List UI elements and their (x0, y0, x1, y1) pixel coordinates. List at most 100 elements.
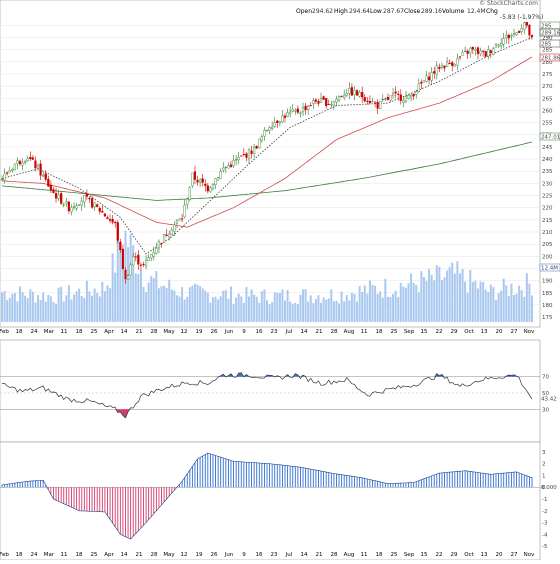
close-label: Close (404, 8, 421, 15)
candle-body (217, 178, 219, 181)
volume-bar (60, 287, 62, 322)
volume-bar (328, 299, 330, 322)
date-tick-label: May (163, 329, 175, 335)
candle-body (125, 270, 127, 279)
volume-bar (444, 277, 446, 322)
candle-body (209, 188, 211, 192)
candle-body (197, 180, 199, 182)
macd-tick-label: 1 (542, 473, 546, 479)
volume-bar (263, 289, 265, 322)
volume-bar (27, 298, 29, 322)
volume-bar (130, 234, 132, 322)
volume-bar (215, 297, 217, 322)
candle-body (4, 174, 6, 180)
date-tick-label: 11 (361, 329, 368, 335)
volume-bar (451, 263, 453, 322)
volume-bar (353, 294, 355, 322)
candle-body (508, 35, 510, 38)
date-tick-label: 15 (421, 552, 428, 558)
date-tick-label: Aug (344, 552, 355, 558)
candle-body (225, 167, 227, 168)
candle-body (364, 97, 366, 101)
volume-bar (197, 285, 199, 322)
volume-bar (307, 302, 309, 322)
candle-body (462, 53, 464, 56)
date-tick-label: 16 (256, 329, 263, 335)
candle-body (438, 67, 440, 69)
volume-bar (42, 292, 44, 322)
date-tick-label: Oct (464, 329, 474, 335)
candle-body (333, 101, 335, 105)
candle-body (112, 219, 114, 222)
volume-bar (37, 295, 39, 322)
candle-body (336, 99, 338, 102)
candle-body (238, 157, 240, 159)
volume-bar (55, 304, 57, 322)
candle-body (408, 95, 410, 98)
volume-bar (207, 292, 209, 322)
volume-bar (155, 271, 157, 322)
volume-bar (58, 288, 60, 322)
candle-body (433, 71, 435, 73)
volume-bar (325, 300, 327, 322)
date-tick-label: 12 (181, 329, 188, 335)
volume-bar (364, 286, 366, 322)
volume-bar (410, 274, 412, 322)
volume-bar (199, 286, 201, 322)
candle-body (485, 51, 487, 56)
volume-bar (176, 295, 178, 322)
candle-body (130, 265, 132, 275)
candle-body (220, 171, 222, 178)
volume-bar (405, 288, 407, 322)
candle-body (320, 98, 322, 102)
volume-bar (117, 239, 119, 322)
candle-body (184, 205, 186, 217)
volume-bar (47, 295, 49, 322)
price-tag-label: 281.86 (541, 56, 560, 62)
volume-bar (281, 289, 283, 322)
candle-body (395, 92, 397, 93)
date-tick-label: 28 (151, 329, 158, 335)
price-tag-label: 12.4M (541, 266, 558, 272)
date-tick-label: 21 (136, 329, 143, 335)
volume-bar (191, 286, 193, 322)
date-tick-label: May (163, 552, 175, 558)
candle-body (94, 203, 96, 207)
candle-body (65, 202, 67, 204)
candle-body (390, 96, 392, 101)
date-tick-label: 18 (16, 329, 23, 335)
volume-bar (148, 283, 150, 322)
volume-bar (330, 289, 332, 322)
candle-body (449, 63, 451, 64)
volume-bar (109, 288, 111, 322)
volume-bar (181, 287, 183, 322)
date-tick-label: 21 (316, 552, 323, 558)
candle-body (346, 93, 348, 95)
candle-body (387, 97, 389, 99)
open-value: 294.62 (312, 8, 333, 15)
candle-body (384, 99, 386, 100)
price-tick-label: 200 (542, 254, 553, 260)
volume-bar (209, 303, 211, 322)
candle-body (271, 127, 273, 128)
date-tick-label: 18 (76, 552, 83, 558)
candle-body (351, 87, 353, 95)
volume-bar (4, 291, 6, 322)
volume-bar (343, 301, 345, 322)
candle-body (186, 199, 188, 204)
volume-bar (472, 282, 474, 322)
candle-body (500, 43, 502, 46)
volume-label: Volume (442, 8, 465, 15)
date-tick-label: 16 (256, 552, 263, 558)
volume-bar (104, 291, 106, 322)
candle-body (428, 77, 430, 80)
candle-body (446, 62, 448, 67)
date-tick-label: 27 (511, 329, 518, 335)
candle-body (402, 101, 404, 103)
volume-bar (101, 282, 103, 322)
volume-bar (86, 281, 88, 322)
price-tick-label: 175 (542, 315, 553, 321)
candle-body (372, 101, 374, 102)
candle-body (76, 206, 78, 209)
date-tick-label: 9 (242, 329, 246, 335)
